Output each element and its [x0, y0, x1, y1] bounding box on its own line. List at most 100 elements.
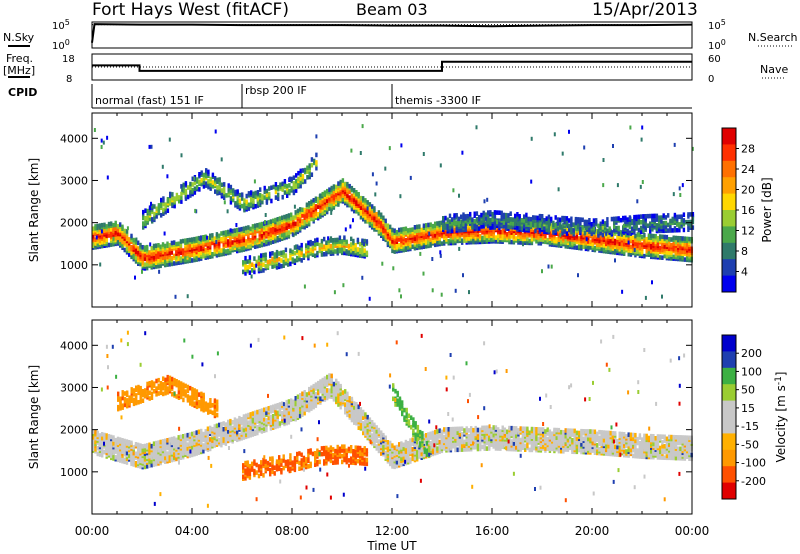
power-cell	[429, 237, 432, 243]
velocity-cell	[143, 443, 147, 449]
power-cell	[357, 192, 360, 197]
power-cell	[600, 235, 603, 240]
power-cell	[193, 176, 196, 181]
power-cell	[455, 220, 458, 226]
velocity-cell	[164, 448, 167, 453]
power-cell	[366, 200, 369, 205]
power-cell	[254, 190, 257, 196]
power-cell	[220, 157, 223, 162]
power-cell	[391, 244, 394, 250]
power-cell	[661, 294, 663, 299]
power-cell	[691, 212, 695, 217]
power-colorbar-tick-label: 8	[741, 245, 748, 258]
power-cell	[656, 236, 660, 241]
power-cell	[310, 157, 314, 162]
power-cell	[150, 201, 152, 206]
power-colorbar-swatch	[722, 128, 736, 145]
power-cell	[330, 185, 333, 191]
power-cell	[197, 235, 201, 241]
power-cell	[361, 238, 364, 244]
power-cell	[200, 170, 203, 175]
velocity-cell	[103, 449, 106, 455]
power-cell	[193, 236, 196, 242]
power-cell	[681, 249, 684, 255]
power-cell	[683, 257, 687, 262]
velocity-cell	[256, 425, 259, 430]
power-cell	[307, 244, 310, 249]
power-cell	[251, 262, 254, 267]
power-cell	[647, 250, 651, 256]
power-cell	[284, 253, 288, 258]
power-cell	[254, 223, 257, 229]
power-cell	[168, 262, 171, 267]
power-cell	[507, 224, 510, 230]
power-cell	[645, 248, 648, 253]
power-cell	[244, 263, 247, 269]
power-cell	[643, 253, 646, 259]
power-cell	[135, 237, 138, 242]
power-cell	[356, 247, 360, 252]
power-cell	[107, 242, 111, 248]
power-cell	[431, 223, 435, 229]
power-cell	[164, 243, 167, 249]
power-cell	[475, 217, 479, 222]
power-cell	[395, 229, 399, 235]
power-cell	[227, 229, 230, 235]
power-cell	[418, 231, 421, 237]
power-cell	[220, 236, 223, 242]
power-cell	[569, 240, 572, 246]
power-cell	[314, 196, 318, 202]
power-cell	[205, 168, 208, 173]
power-cell	[149, 242, 152, 247]
power-cell	[641, 180, 644, 184]
power-cell	[254, 194, 257, 200]
power-cell	[325, 246, 328, 251]
power-cell	[475, 224, 479, 230]
power-cell	[236, 189, 239, 194]
power-cell	[316, 237, 319, 243]
power-cell	[175, 255, 178, 260]
power-cell	[224, 249, 228, 254]
power-cell	[251, 239, 255, 244]
power-cell	[232, 192, 235, 197]
power-cell	[326, 198, 329, 203]
power-cell	[125, 229, 129, 234]
power-cell	[236, 198, 239, 204]
power-cell	[191, 252, 194, 258]
power-cell	[265, 198, 269, 203]
power-cell	[301, 168, 305, 173]
power-cell	[162, 207, 165, 213]
power-cell	[572, 222, 575, 227]
power-cell	[438, 232, 441, 237]
power-cell	[649, 213, 652, 219]
power-cell	[293, 250, 297, 256]
power-cell	[187, 185, 190, 190]
power-cell	[202, 180, 206, 185]
power-cell	[399, 194, 402, 199]
power-cell	[409, 175, 412, 180]
power-cell	[220, 248, 223, 253]
power-cell	[672, 192, 675, 197]
power-cell	[439, 250, 442, 255]
power-cell	[162, 196, 165, 201]
power-cell	[613, 220, 616, 225]
power-colorbar-swatch	[722, 259, 736, 277]
power-colorbar-swatch	[722, 242, 736, 260]
power-cell	[617, 225, 620, 231]
power-cell	[497, 233, 500, 239]
power-cell	[409, 227, 412, 233]
power-cell	[484, 216, 488, 221]
power-cell	[361, 248, 364, 253]
power-cell	[155, 249, 158, 254]
power-cell	[301, 218, 304, 224]
power-cell	[440, 220, 444, 226]
velocity-cell	[314, 382, 318, 387]
nsearch-label: N.Search	[748, 31, 798, 44]
power-cell	[238, 204, 242, 209]
power-cell	[94, 237, 97, 242]
velocity-cell	[191, 452, 194, 458]
power-cell	[315, 152, 318, 158]
power-cell	[242, 226, 246, 231]
power-cell	[336, 237, 339, 243]
power-cell	[384, 222, 387, 227]
